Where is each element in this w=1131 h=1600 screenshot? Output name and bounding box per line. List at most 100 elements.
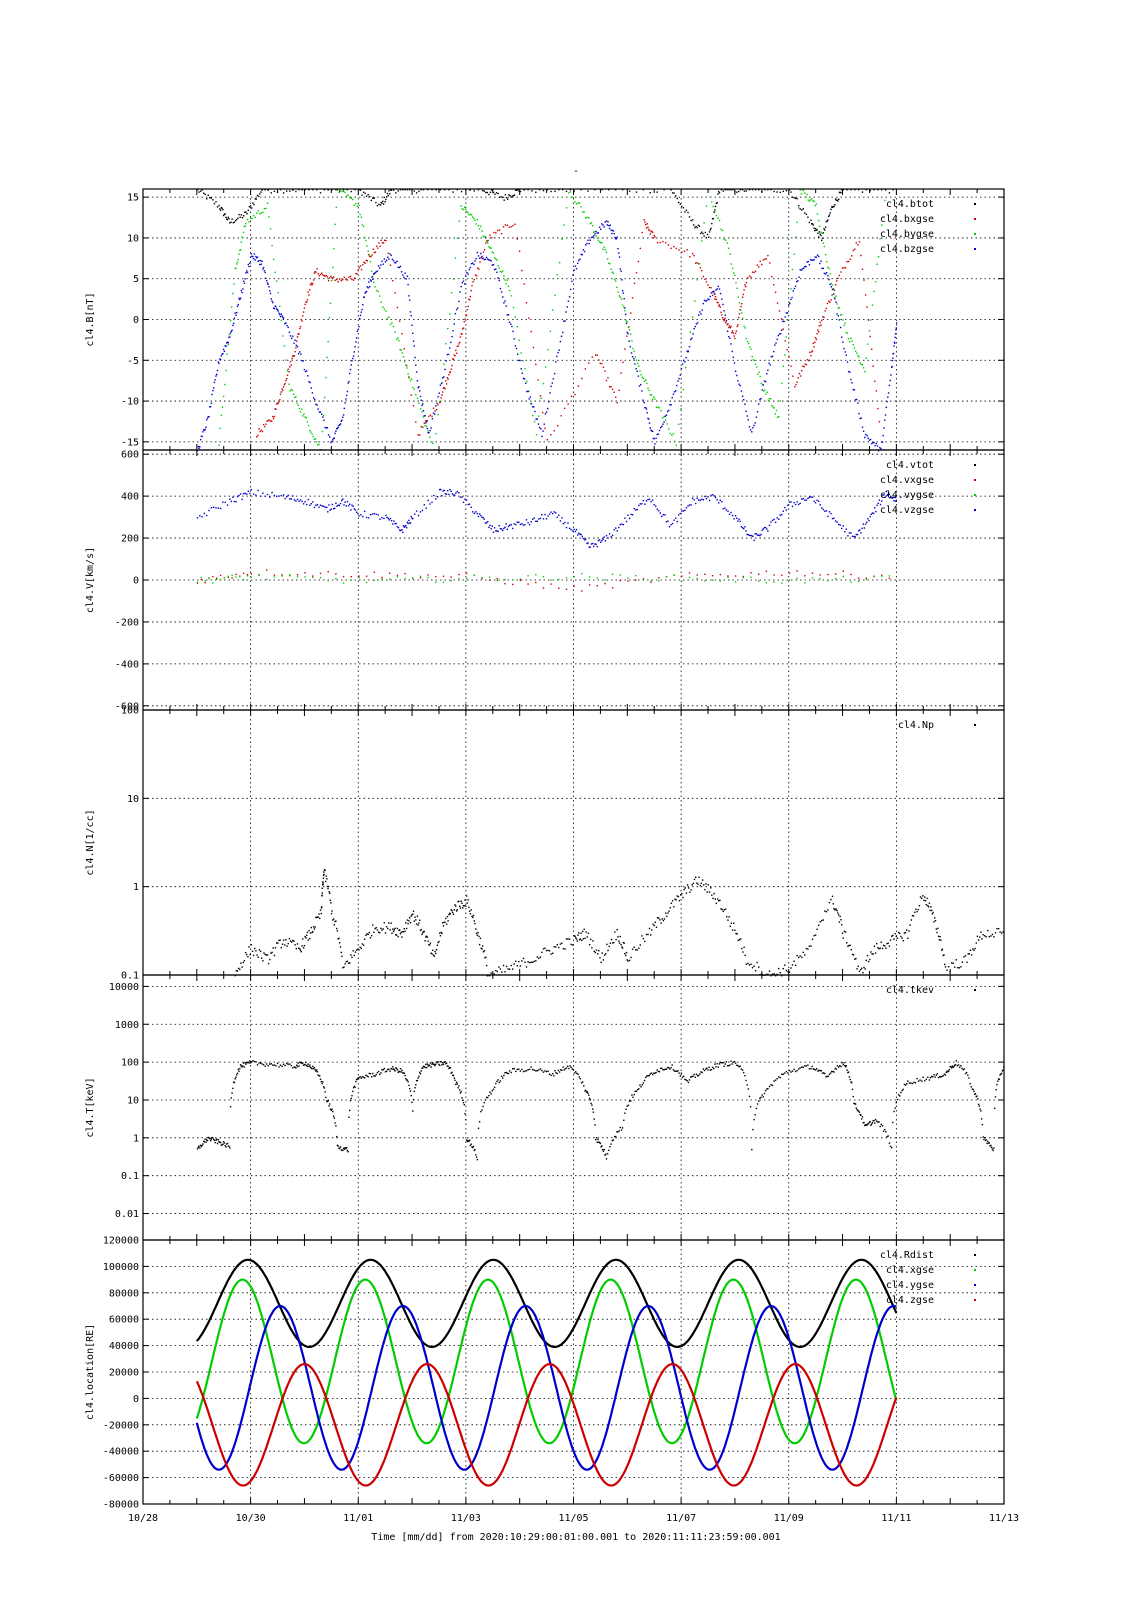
data-point	[400, 1071, 402, 1073]
data-point	[294, 944, 296, 946]
data-point	[201, 516, 203, 518]
data-point	[631, 948, 634, 950]
data-point	[685, 209, 688, 211]
data-point	[776, 973, 778, 975]
data-point	[219, 358, 221, 360]
data-point	[790, 365, 792, 367]
data-point	[596, 232, 598, 234]
data-point	[224, 213, 226, 215]
data-point	[818, 231, 821, 233]
data-point	[279, 393, 282, 395]
data-point	[725, 1061, 728, 1063]
data-point	[353, 954, 355, 957]
data-point	[442, 925, 445, 927]
data-point	[647, 1075, 649, 1077]
data-point	[665, 521, 668, 523]
data-point	[798, 276, 800, 278]
data-point	[696, 574, 698, 576]
data-point	[807, 216, 809, 218]
data-point	[641, 935, 643, 937]
y-tick-label: 0.1	[121, 971, 139, 982]
data-point	[852, 1095, 854, 1098]
data-point	[884, 414, 887, 416]
data-point	[385, 198, 387, 201]
data-point	[471, 915, 473, 918]
data-point	[951, 1065, 954, 1067]
data-point	[751, 967, 754, 969]
data-point	[743, 190, 746, 192]
data-point	[977, 1098, 979, 1100]
data-point	[283, 345, 286, 347]
data-point	[796, 570, 798, 572]
data-point	[776, 1078, 778, 1080]
data-point	[906, 1083, 908, 1085]
data-point	[418, 1075, 420, 1078]
data-point	[350, 190, 352, 193]
data-point	[427, 576, 429, 579]
data-point	[704, 278, 706, 280]
data-point	[955, 959, 957, 961]
data-point	[590, 938, 592, 941]
data-point	[711, 894, 713, 896]
data-point	[672, 1069, 675, 1071]
data-point	[412, 405, 415, 407]
data-point	[476, 1158, 478, 1161]
data-point	[537, 379, 539, 381]
data-point	[563, 224, 565, 226]
data-point	[463, 1104, 465, 1106]
data-point	[669, 432, 671, 435]
data-point	[745, 963, 748, 965]
data-point	[523, 283, 525, 285]
data-point	[336, 1135, 338, 1138]
data-point	[510, 524, 512, 526]
data-point	[798, 207, 800, 209]
data-point	[388, 258, 390, 260]
data-point	[801, 189, 804, 191]
data-point	[424, 1066, 426, 1069]
data-point	[730, 263, 733, 265]
data-point	[321, 1082, 323, 1085]
data-point	[372, 924, 374, 926]
data-point	[810, 945, 812, 947]
data-point	[594, 1124, 596, 1126]
data-point	[557, 1069, 560, 1072]
data-point	[478, 943, 481, 946]
data-point	[458, 900, 460, 903]
data-point	[880, 941, 882, 943]
data-point	[785, 190, 788, 192]
data-point	[425, 1066, 428, 1069]
data-point	[748, 426, 751, 428]
data-point	[684, 211, 686, 213]
data-point	[439, 935, 442, 937]
data-point	[339, 423, 342, 425]
data-point	[326, 276, 329, 278]
data-point	[352, 1090, 354, 1093]
data-point	[711, 579, 714, 581]
data-point	[319, 1075, 321, 1077]
data-point	[675, 444, 678, 446]
data-point	[724, 1063, 726, 1065]
data-point	[673, 391, 676, 393]
data-point	[560, 1069, 562, 1071]
data-point	[384, 932, 387, 934]
data-point	[696, 262, 698, 264]
data-point	[768, 970, 771, 972]
data-point	[628, 329, 631, 331]
data-point	[252, 214, 255, 217]
data-point	[672, 393, 675, 395]
data-point	[486, 975, 488, 977]
data-point	[662, 1069, 664, 1071]
data-point	[628, 1100, 631, 1102]
data-point	[462, 280, 465, 282]
data-point	[851, 1082, 853, 1084]
data-point	[502, 196, 504, 199]
data-point	[377, 931, 380, 933]
data-point	[495, 1082, 497, 1085]
data-point	[975, 942, 977, 944]
data-point	[365, 516, 368, 519]
data-point	[731, 330, 734, 332]
data-point	[575, 937, 577, 939]
data-point	[639, 247, 641, 250]
data-point	[888, 192, 891, 194]
